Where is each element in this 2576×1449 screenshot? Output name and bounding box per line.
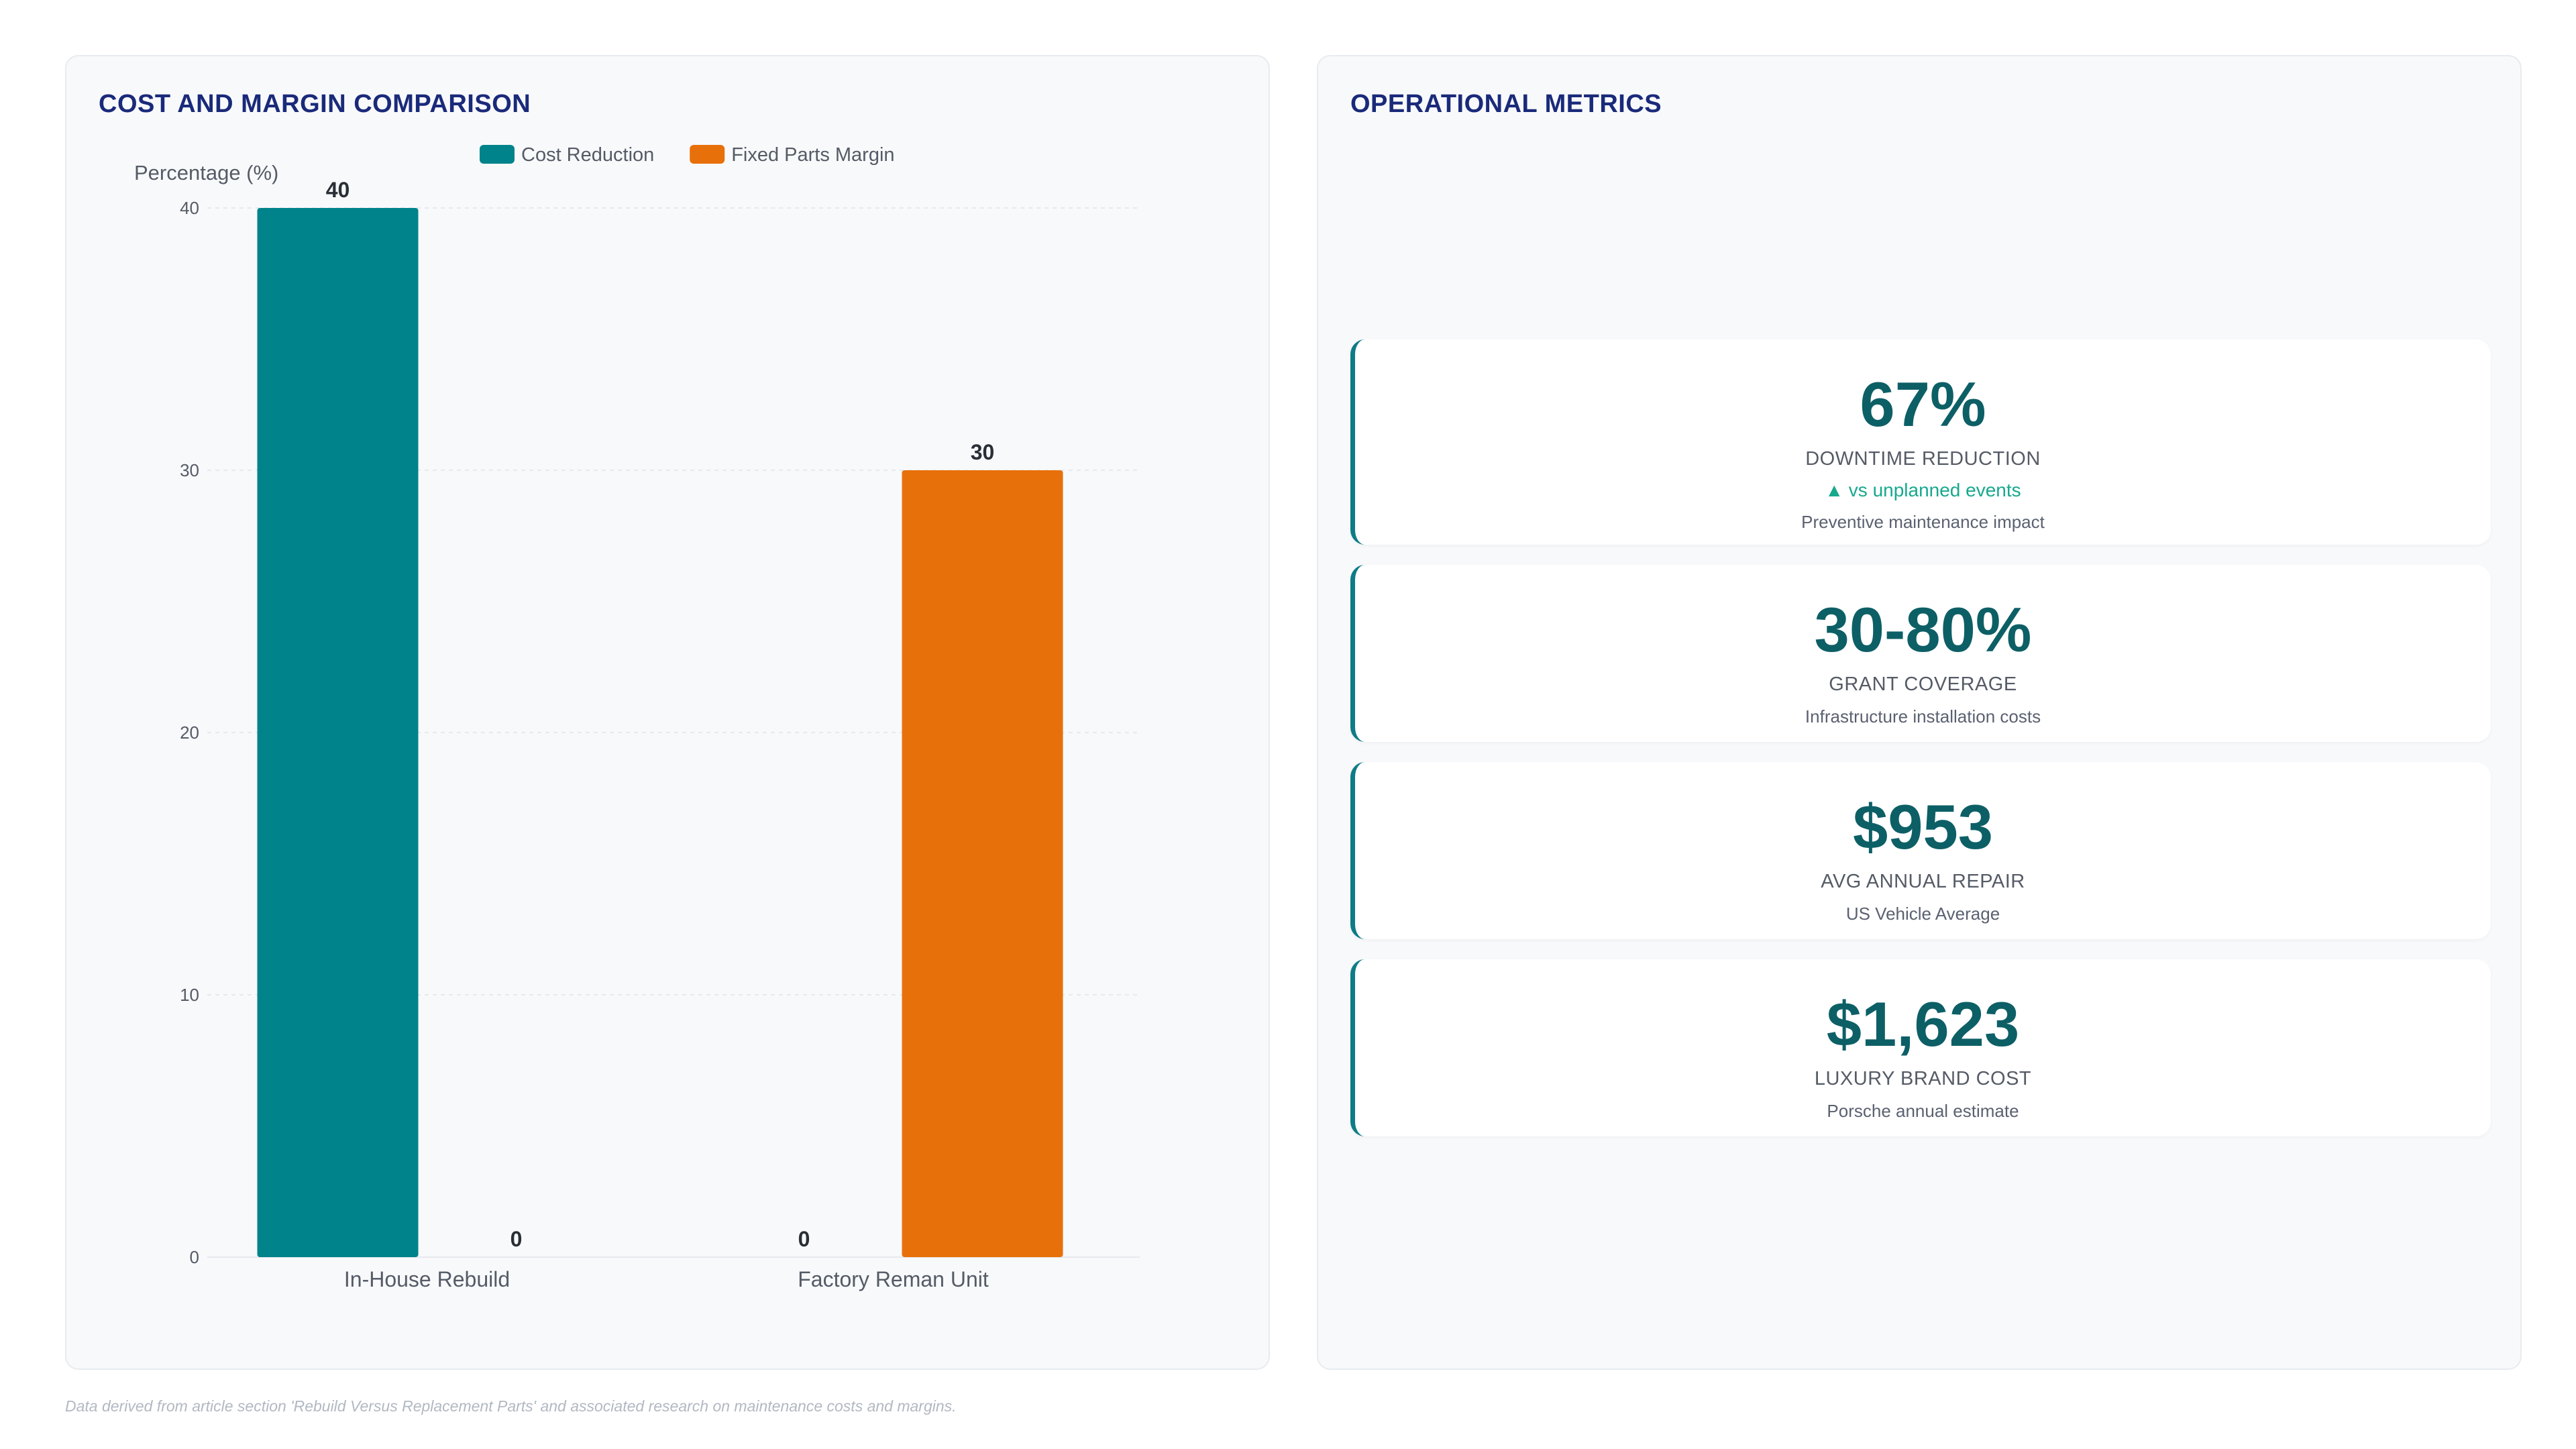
metric-card-grant: 30-80% GRANT COVERAGE Infrastructure ins… [1350,565,2491,742]
operational-metrics-panel: OPERATIONAL METRICS 67% DOWNTIME REDUCTI… [1317,55,2522,1370]
metric-label: DOWNTIME REDUCTION [1805,448,2041,470]
y-tick-label: 30 [180,460,199,480]
legend-swatch [480,145,515,164]
bar-data-label: 0 [511,1227,523,1251]
y-tick-label: 20 [180,722,199,743]
y-axis-label: Percentage (%) [134,161,278,184]
metric-card-downtime: 67% DOWNTIME REDUCTION ▲ vs unplanned ev… [1350,339,2491,545]
y-tick-label: 10 [180,985,199,1005]
cost-margin-panel: COST AND MARGIN COMPARISON 0 10 20 30 40 Perc… [65,55,1270,1370]
bar [257,208,419,1257]
metric-value: $953 [1852,792,1994,862]
metric-label: AVG ANNUAL REPAIR [1821,871,2025,892]
legend-label: Cost Reduction [521,144,654,166]
bar [902,470,1063,1257]
y-tick-label: 40 [180,198,199,218]
metric-description: US Vehicle Average [1845,904,2000,924]
metric-description: Infrastructure installation costs [1805,706,2041,727]
footer-note: Data derived from article section 'Rebui… [65,1397,957,1415]
metric-value: 30-80% [1814,594,2032,665]
bar-data-label: 0 [798,1227,810,1251]
bar-data-label: 30 [971,440,995,464]
bar-chart: 0 10 20 30 40 Percentage (%) Cost Reduction Fix… [134,144,1140,1291]
metric-label: LUXURY BRAND COST [1814,1068,2032,1089]
metric-card-annual-repair: $953 AVG ANNUAL REPAIR US Vehicle Averag… [1350,762,2491,939]
metric-description: Preventive maintenance impact [1801,512,2045,532]
metric-description: Porsche annual estimate [1827,1101,2019,1121]
chart-title: COST AND MARGIN COMPARISON [99,90,531,118]
x-tick-label: Factory Reman Unit [798,1267,989,1291]
metric-label: GRANT COVERAGE [1829,674,2017,695]
y-tick-label: 0 [190,1247,199,1267]
metrics-title: OPERATIONAL METRICS [1350,90,1662,118]
x-tick-label: In-House Rebuild [344,1267,510,1291]
metric-value: $1,623 [1826,989,2020,1059]
legend-label: Fixed Parts Margin [731,144,894,166]
metric-value: 67% [1860,369,1986,439]
legend-swatch [690,145,725,164]
bar-data-label: 40 [326,178,350,202]
metric-card-luxury-cost: $1,623 LUXURY BRAND COST Porsche annual … [1350,959,2491,1136]
metric-trend: ▲ vs unplanned events [1825,480,2021,500]
